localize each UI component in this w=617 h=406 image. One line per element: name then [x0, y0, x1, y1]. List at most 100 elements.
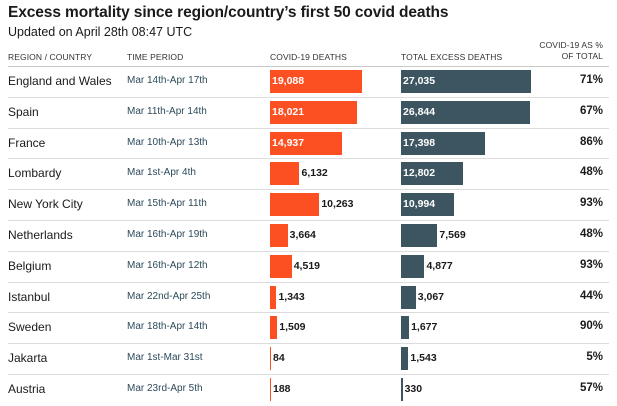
covid-deaths-value: 10,263 [321, 198, 354, 211]
col-header-excess: TOTAL EXCESS DEATHS [401, 52, 503, 62]
period-label: Mar 16th-Apr 19th [127, 229, 208, 240]
period-label: Mar 1st-Mar 31st [127, 352, 203, 364]
excess-deaths-bar [401, 316, 410, 340]
covid-deaths-bar [270, 347, 271, 371]
covid-share-percent: 44% [579, 289, 603, 302]
covid-deaths-bar [270, 131, 342, 155]
excess-deaths-bar [401, 70, 531, 93]
col-header-covid: COVID-19 DEATHS [270, 52, 347, 62]
table-row: New York City Mar 15th-Apr 11th 10,263 10,9… [0, 190, 617, 221]
period-label: Mar 11th-Apr 14th [127, 105, 207, 117]
period-label: Mar 16th-Apr 12th [127, 259, 208, 271]
covid-share-percent: 57% [579, 382, 603, 394]
excess-deaths-value: 4,877 [426, 259, 453, 272]
region-label: New York City [8, 197, 83, 212]
excess-deaths-value: 330 [404, 383, 423, 395]
covid-deaths-value: 1,509 [279, 321, 306, 334]
region-label: Austria [8, 382, 46, 396]
table-row: Netherlands Mar 16th-Apr 19th 3,664 7,569 48… [0, 221, 617, 252]
region-label: France [8, 135, 46, 150]
covid-share-percent: 86% [579, 135, 603, 148]
row-divider [8, 219, 609, 221]
table-row: France Mar 10th-Apr 13th 14,937 17,398 86% [0, 129, 617, 160]
period-label: Mar 10th-Apr 13th [127, 136, 208, 148]
covid-deaths-bar [270, 316, 278, 340]
region-label: Istanbul [8, 289, 51, 304]
col-header-pct: COVID-19 AS % OF TOTAL [539, 40, 603, 62]
excess-deaths-value: 7,569 [439, 229, 466, 241]
row-divider [8, 189, 609, 191]
excess-deaths-bar [401, 378, 403, 401]
excess-deaths-bar [401, 285, 416, 309]
region-label: Jakarta [8, 351, 48, 366]
covid-deaths-bar [270, 70, 362, 93]
excess-deaths-bar [401, 193, 454, 217]
covid-deaths-bar [270, 224, 288, 247]
covid-deaths-value: 14,937 [272, 136, 305, 149]
excess-deaths-value: 1,543 [410, 352, 437, 365]
table-row: Istanbul Mar 22nd-Apr 25th 1,343 3,067 44% [0, 283, 617, 314]
chart-subtitle: Updated on April 28th 08:47 UTC [8, 25, 193, 39]
covid-share-percent: 90% [579, 320, 603, 333]
col-header-period: TIME PERIOD [127, 52, 184, 62]
excess-deaths-value: 1,677 [411, 321, 438, 334]
table-row: Lombardy Mar 1st-Apr 4th 6,132 12,802 48% [0, 159, 617, 191]
col-header-region: REGION / COUNTRY [8, 52, 93, 62]
excess-deaths-bar [401, 347, 409, 371]
region-label: Netherlands [8, 228, 73, 242]
period-label: Mar 14th-Apr 17th [127, 75, 208, 86]
excess-deaths-value: 3,067 [417, 290, 445, 303]
header-divider [8, 66, 609, 67]
covid-share-percent: 71% [579, 74, 603, 86]
chart-title: Excess mortality since region/country’s … [8, 4, 449, 21]
table-row: Jakarta Mar 1st-Mar 31st 84 1,543 5% [0, 344, 617, 375]
row-divider [8, 343, 609, 345]
row-divider [8, 250, 609, 252]
period-label: Mar 1st-Apr 4th [127, 167, 196, 179]
table-row: Sweden Mar 18th-Apr 14th 1,509 1,677 90% [0, 313, 617, 345]
table-row: Belgium Mar 16th-Apr 12th 4,519 4,877 93% [0, 252, 617, 283]
row-divider [8, 281, 609, 283]
excess-deaths-value: 17,398 [403, 136, 436, 149]
region-label: Belgium [8, 258, 52, 273]
table-row: England and Wales Mar 14th-Apr 17th 19,088… [0, 67, 617, 98]
period-label: Mar 15th-Apr 11th [127, 198, 207, 210]
covid-share-percent: 93% [579, 197, 603, 210]
covid-share-percent: 67% [579, 104, 603, 117]
row-divider [8, 373, 609, 375]
col-header-pct-line2: OF TOTAL [561, 51, 603, 61]
covid-deaths-value: 84 [273, 352, 285, 365]
covid-deaths-bar [270, 285, 277, 309]
period-label: Mar 18th-Apr 14th [127, 321, 208, 333]
covid-deaths-value: 18,021 [272, 105, 305, 118]
region-label: Lombardy [8, 166, 62, 181]
row-divider [8, 127, 609, 129]
covid-deaths-value: 188 [273, 383, 291, 395]
covid-deaths-bar [270, 378, 271, 401]
covid-deaths-value: 4,519 [293, 259, 320, 272]
row-divider [8, 96, 609, 98]
period-label: Mar 22nd-Apr 25th [127, 290, 211, 302]
region-label: England and Wales [8, 74, 112, 88]
excess-deaths-value: 27,035 [403, 75, 436, 87]
excess-deaths-bar [401, 162, 463, 186]
excess-deaths-bar [401, 224, 438, 247]
covid-deaths-bar [270, 193, 320, 217]
excess-deaths-bar [401, 254, 425, 278]
region-label: Sweden [8, 320, 52, 335]
covid-share-percent: 48% [579, 228, 603, 240]
covid-share-percent: 5% [586, 351, 603, 364]
excess-deaths-bar [401, 131, 485, 155]
covid-deaths-bar [270, 254, 292, 278]
period-label: Mar 23rd-Apr 5th [127, 383, 203, 394]
covid-share-percent: 48% [579, 166, 603, 179]
excess-deaths-value: 26,844 [403, 105, 436, 118]
covid-deaths-bar [270, 162, 300, 186]
excess-deaths-value: 12,802 [403, 167, 436, 180]
col-header-pct-line1: COVID-19 AS % [539, 40, 603, 50]
excess-deaths-value: 10,994 [403, 198, 436, 211]
table-row: Austria Mar 23rd-Apr 5th 188 330 57% [0, 375, 617, 406]
covid-share-percent: 93% [579, 258, 603, 271]
region-label: Spain [8, 104, 39, 119]
covid-deaths-value: 1,343 [278, 290, 305, 303]
